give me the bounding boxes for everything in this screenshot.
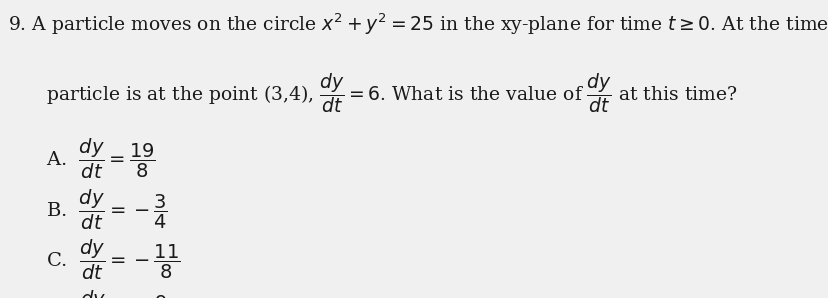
Text: B.  $\dfrac{dy}{dt} = -\dfrac{3}{4}$: B. $\dfrac{dy}{dt} = -\dfrac{3}{4}$ bbox=[46, 188, 167, 232]
Text: C.  $\dfrac{dy}{dt} = -\dfrac{11}{8}$: C. $\dfrac{dy}{dt} = -\dfrac{11}{8}$ bbox=[46, 238, 180, 283]
Text: A.  $\dfrac{dy}{dt} = \dfrac{19}{8}$: A. $\dfrac{dy}{dt} = \dfrac{19}{8}$ bbox=[46, 137, 156, 181]
Text: D.  $\dfrac{dy}{dt} = -\dfrac{9}{2}$: D. $\dfrac{dy}{dt} = -\dfrac{9}{2}$ bbox=[46, 289, 168, 298]
Text: particle is at the point (3,4), $\dfrac{dy}{dt} = 6$. What is the value of $\dfr: particle is at the point (3,4), $\dfrac{… bbox=[46, 72, 736, 115]
Text: 9. A particle moves on the circle $x^2 + y^2 = 25$ in the xy-plane for time $t \: 9. A particle moves on the circle $x^2 +… bbox=[8, 12, 828, 38]
